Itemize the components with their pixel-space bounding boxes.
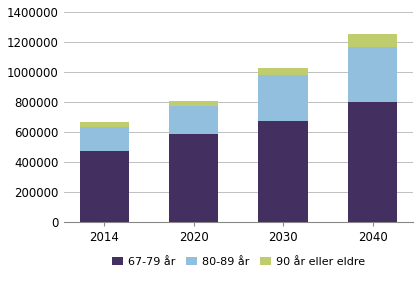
Bar bbox=[258, 121, 308, 222]
Bar bbox=[79, 127, 129, 151]
Bar bbox=[348, 102, 397, 222]
Bar bbox=[169, 134, 218, 222]
Bar bbox=[258, 75, 308, 121]
Bar bbox=[79, 122, 129, 127]
Legend: 67-79 år, 80-89 år, 90 år eller eldre: 67-79 år, 80-89 år, 90 år eller eldre bbox=[108, 252, 369, 271]
Bar bbox=[348, 34, 397, 47]
Bar bbox=[258, 68, 308, 75]
Bar bbox=[169, 101, 218, 106]
Bar bbox=[169, 106, 218, 134]
Bar bbox=[348, 47, 397, 102]
Bar bbox=[79, 151, 129, 222]
